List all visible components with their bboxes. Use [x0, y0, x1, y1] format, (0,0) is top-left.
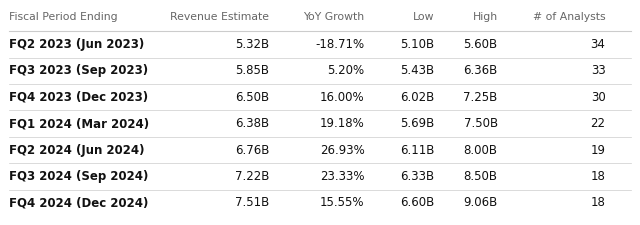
Text: 18: 18 — [591, 170, 605, 183]
Text: 5.43B: 5.43B — [400, 64, 434, 77]
Text: 7.25B: 7.25B — [463, 91, 498, 104]
Text: 6.50B: 6.50B — [235, 91, 269, 104]
Text: 33: 33 — [591, 64, 605, 77]
Text: 6.33B: 6.33B — [400, 170, 434, 183]
Text: High: High — [472, 12, 498, 22]
Text: FQ4 2024 (Dec 2024): FQ4 2024 (Dec 2024) — [9, 196, 148, 209]
Text: 6.11B: 6.11B — [400, 144, 434, 157]
Text: 5.60B: 5.60B — [463, 38, 498, 51]
Text: 9.06B: 9.06B — [463, 196, 498, 209]
Text: 7.51B: 7.51B — [235, 196, 269, 209]
Text: YoY Growth: YoY Growth — [303, 12, 364, 22]
Text: 15.55%: 15.55% — [320, 196, 364, 209]
Text: FQ3 2023 (Sep 2023): FQ3 2023 (Sep 2023) — [9, 64, 148, 77]
Text: Low: Low — [413, 12, 434, 22]
Text: 26.93%: 26.93% — [319, 144, 364, 157]
Text: 5.69B: 5.69B — [400, 117, 434, 130]
Text: # of Analysts: # of Analysts — [533, 12, 605, 22]
Text: 8.00B: 8.00B — [463, 144, 498, 157]
Text: 6.36B: 6.36B — [463, 64, 498, 77]
Text: 8.50B: 8.50B — [463, 170, 498, 183]
Text: 6.38B: 6.38B — [235, 117, 269, 130]
Text: 7.50B: 7.50B — [463, 117, 498, 130]
Text: 6.60B: 6.60B — [400, 196, 434, 209]
Text: 30: 30 — [591, 91, 605, 104]
Text: 22: 22 — [591, 117, 605, 130]
Text: 16.00%: 16.00% — [320, 91, 364, 104]
Text: FQ3 2024 (Sep 2024): FQ3 2024 (Sep 2024) — [9, 170, 148, 183]
Text: 19.18%: 19.18% — [319, 117, 364, 130]
Text: 34: 34 — [591, 38, 605, 51]
Text: Revenue Estimate: Revenue Estimate — [170, 12, 269, 22]
Text: FQ2 2023 (Jun 2023): FQ2 2023 (Jun 2023) — [9, 38, 145, 51]
Text: 18: 18 — [591, 196, 605, 209]
Text: 6.02B: 6.02B — [400, 91, 434, 104]
Text: FQ2 2024 (Jun 2024): FQ2 2024 (Jun 2024) — [9, 144, 145, 157]
Text: FQ4 2023 (Dec 2023): FQ4 2023 (Dec 2023) — [9, 91, 148, 104]
Text: 5.10B: 5.10B — [400, 38, 434, 51]
Text: 23.33%: 23.33% — [320, 170, 364, 183]
Text: FQ1 2024 (Mar 2024): FQ1 2024 (Mar 2024) — [9, 117, 149, 130]
Text: 7.22B: 7.22B — [235, 170, 269, 183]
Text: Fiscal Period Ending: Fiscal Period Ending — [9, 12, 118, 22]
Text: 19: 19 — [591, 144, 605, 157]
Text: 5.32B: 5.32B — [235, 38, 269, 51]
Text: 6.76B: 6.76B — [235, 144, 269, 157]
Text: 5.20%: 5.20% — [327, 64, 364, 77]
Text: 5.85B: 5.85B — [236, 64, 269, 77]
Text: -18.71%: -18.71% — [316, 38, 364, 51]
